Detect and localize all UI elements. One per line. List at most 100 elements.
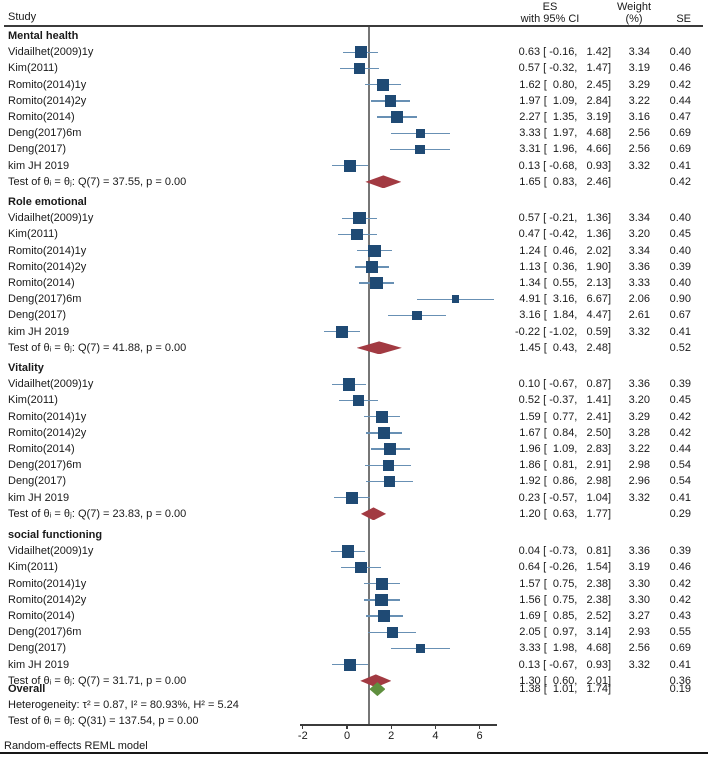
study-label: Deng(2017)6m [8, 459, 82, 472]
study-label: Deng(2017)6m [8, 626, 82, 639]
x-axis-tick-label: 6 [476, 730, 483, 742]
study-label: Kim(2011) [8, 561, 58, 574]
weight-value: 2.93 [628, 626, 650, 639]
weight-column-header: Weight [616, 1, 652, 13]
es-ci-value: 0.10 [ -0.67, 0.87] [518, 378, 611, 391]
se-value: 0.42 [669, 593, 691, 606]
se-value: 0.42 [669, 426, 691, 439]
es-ci-value: 1.30 [ 0.60, 2.01] [519, 674, 611, 687]
es-square [376, 410, 389, 423]
es-ci-value: 1.34 [ 0.55, 2.13] [519, 277, 611, 289]
es-ci-value: 0.63 [ -0.16, 1.42] [518, 46, 611, 59]
se-value: 0.55 [669, 626, 691, 639]
weight-value: 3.34 [628, 46, 650, 59]
overall-heading: Overall [8, 683, 46, 695]
es-ci-value: 0.64 [ -0.26, 1.54] [518, 561, 611, 574]
es-ci-value: 1.24 [ 0.46, 2.02] [519, 244, 611, 257]
weight-value: 2.98 [628, 459, 650, 472]
study-label: Vidailhet(2009)1y [8, 545, 94, 558]
weight-value: 2.56 [628, 143, 650, 156]
x-axis-line [300, 724, 497, 726]
es-square [415, 128, 426, 139]
es-square [351, 228, 364, 241]
study-label: Romito(2014) [8, 443, 75, 455]
weight-value: 3.33 [628, 277, 650, 289]
study-label: Deng(2017) [8, 143, 67, 156]
se-value: 0.44 [669, 443, 691, 455]
study-label: Romito(2014)1y [8, 410, 87, 423]
weight-value: 3.27 [628, 610, 650, 622]
es-column-header: ES [542, 1, 558, 13]
es-ci-value: 0.13 [ -0.68, 0.93] [518, 159, 611, 172]
homogeneity-test-label: Test of θᵢ = θⱼ: Q(7) = 41.88, p = 0.00 [8, 341, 187, 354]
es-square [383, 476, 395, 487]
es-ci-value: 1.97 [ 1.09, 2.84] [519, 94, 611, 107]
bottom-border [0, 752, 708, 754]
es-ci-value: 3.33 [ 1.97, 4.68] [519, 127, 611, 140]
se-value: 0.69 [669, 143, 691, 156]
es-square [352, 394, 365, 407]
x-axis-tick-label: -2 [297, 730, 308, 742]
es-ci-value: 0.57 [ -0.32, 1.47] [518, 62, 611, 75]
es-ci-value: 1.67 [ 0.84, 2.50] [519, 426, 611, 439]
es-square [355, 561, 368, 574]
es-square [391, 111, 403, 123]
se-value: 0.42 [669, 577, 691, 590]
se-value: 0.47 [669, 111, 691, 123]
study-label: Romito(2014) [8, 277, 75, 289]
weight-value: 3.36 [628, 545, 650, 558]
es-square [386, 626, 398, 638]
study-label: Romito(2014)2y [8, 426, 87, 439]
es-ci-value: 0.04 [ -0.73, 0.81] [518, 545, 611, 558]
es-ci-value: 0.52 [ -0.37, 1.41] [518, 394, 611, 407]
es-ci-value: 1.45 [ 0.43, 2.48] [519, 341, 611, 354]
study-label: Vidailhet(2009)1y [8, 378, 94, 391]
es-square [382, 459, 394, 471]
es-square [415, 144, 425, 155]
se-value: 0.39 [669, 378, 691, 391]
se-value: 0.40 [669, 244, 691, 257]
homogeneity-test-label: Test of θᵢ = θⱼ: Q(7) = 37.55, p = 0.00 [8, 175, 187, 188]
se-value: 0.69 [669, 642, 691, 655]
study-label: Kim(2011) [8, 394, 58, 407]
es-square [384, 94, 397, 107]
x-axis-tick [346, 724, 348, 729]
se-value: 0.45 [669, 228, 691, 241]
weight-value: 3.19 [628, 561, 650, 574]
se-column-header: SE [676, 13, 691, 25]
ci-column-header: with 95% CI [520, 13, 580, 25]
se-value: 0.41 [669, 325, 691, 338]
study-label: Romito(2014) [8, 111, 75, 123]
es-ci-value: 1.65 [ 0.83, 2.46] [519, 175, 611, 188]
study-label: Vidailhet(2009)1y [8, 212, 94, 225]
es-square [335, 325, 349, 338]
group-heading: social functioning [8, 529, 103, 541]
es-ci-value: 1.62 [ 0.80, 2.45] [519, 78, 611, 91]
weight-value: 3.32 [628, 325, 650, 338]
es-ci-value: 1.92 [ 0.86, 2.98] [519, 475, 611, 488]
es-square [342, 378, 356, 391]
es-square [345, 491, 359, 504]
group-heading: Vitality [8, 362, 44, 374]
weight-pct-column-header: (%) [625, 13, 643, 25]
x-axis-tick-label: 4 [432, 730, 439, 742]
se-value: 0.39 [669, 545, 691, 558]
es-square [415, 643, 426, 654]
se-value: 0.69 [669, 127, 691, 140]
weight-value: 2.56 [628, 642, 650, 655]
es-ci-value: 3.33 [ 1.98, 4.68] [519, 642, 611, 655]
study-label: kim JH 2019 [8, 491, 70, 504]
se-value: 0.54 [669, 459, 691, 472]
es-ci-value: 0.13 [ -0.67, 0.93] [518, 658, 611, 671]
weight-value: 3.34 [628, 244, 650, 257]
se-value: 0.43 [669, 610, 691, 622]
se-value: 0.90 [669, 293, 691, 306]
heterogeneity-note: Heterogeneity: τ² = 0.87, I² = 80.93%, H… [8, 699, 239, 711]
es-square [370, 276, 383, 290]
model-note: Random-effects REML model [4, 740, 148, 752]
study-label: Deng(2017) [8, 642, 67, 655]
weight-value: 3.29 [628, 78, 650, 91]
header-divider [4, 25, 703, 27]
es-square [368, 244, 381, 257]
